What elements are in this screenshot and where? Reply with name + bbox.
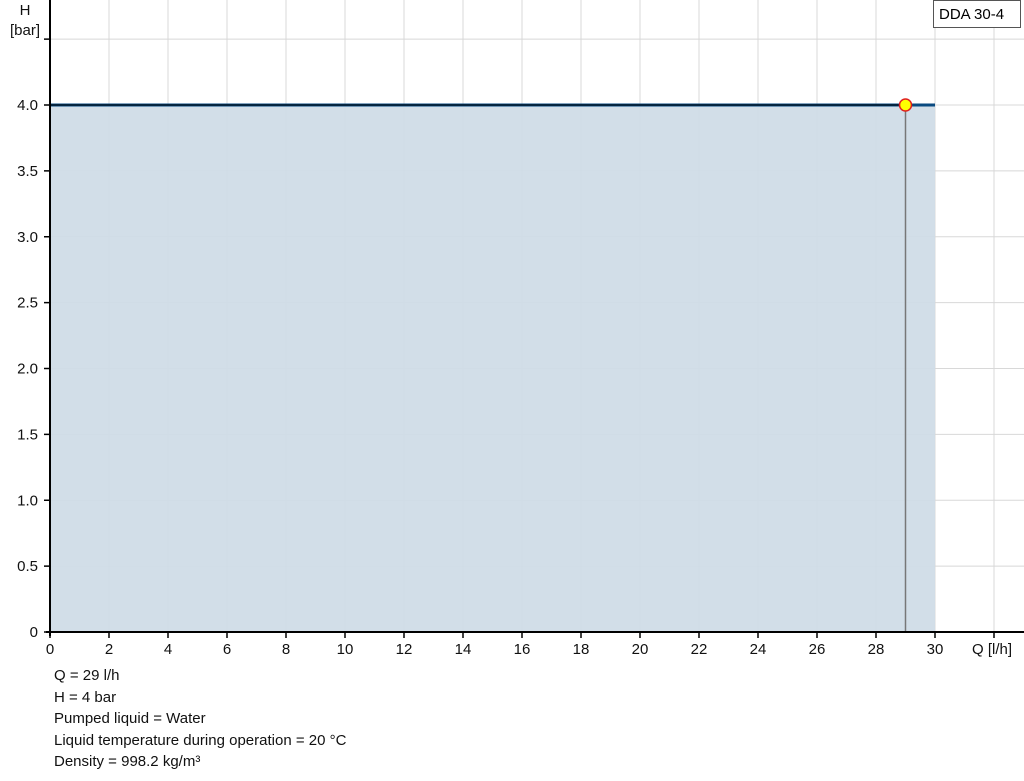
info-head: H = 4 bar (54, 688, 117, 706)
legend-box: DDA 30-4 (933, 0, 1021, 28)
info-flow: Q = 29 l/h (54, 667, 120, 684)
x-tick-label: 0 (46, 641, 54, 658)
legend-label: DDA 30-4 (939, 6, 1005, 23)
x-tick-label: 12 (396, 641, 413, 658)
x-tick-label: 26 (809, 641, 826, 658)
info-temperature: Liquid temperature during operation = 20… (54, 731, 347, 749)
x-tick-label: 16 (514, 641, 531, 658)
y-tick-label: 1.0 (17, 492, 38, 509)
y-tick-label: 2.5 (17, 295, 38, 312)
info-density: Density = 998.2 kg/m³ (54, 753, 201, 770)
x-tick-label: 14 (455, 641, 472, 658)
x-tick-label: 28 (868, 641, 885, 658)
x-tick-label: 6 (223, 641, 231, 658)
x-tick-label: 30 (927, 641, 944, 658)
x-axis-label: Q [l/h] (972, 641, 1012, 658)
x-tick-label: 22 (691, 641, 708, 658)
x-tick-label: 24 (750, 641, 767, 658)
x-tick-label: 4 (164, 641, 172, 658)
x-tick-label: 18 (573, 641, 590, 658)
y-tick-label: 1.5 (17, 426, 38, 443)
y-axis-unit: [bar] (10, 22, 40, 39)
y-tick-label: 3.5 (17, 163, 38, 180)
y-tick-label: 2.0 (17, 361, 38, 378)
x-tick-label: 8 (282, 641, 290, 658)
y-tick-label: 0.5 (17, 558, 38, 575)
y-tick-label: 3.0 (17, 229, 38, 246)
y-tick-label: 0 (30, 624, 38, 641)
operating-info: Q = 29 l/h H = 4 bar Pumped liquid = Wat… (54, 665, 346, 773)
x-tick-label: 2 (105, 641, 113, 658)
info-liquid: Pumped liquid = Water (54, 710, 206, 727)
y-tick-label: 4.0 (17, 97, 38, 114)
y-axis-label: H (20, 2, 31, 19)
x-tick-label: 20 (632, 641, 649, 658)
x-tick-label: 10 (337, 641, 354, 658)
operating-point (898, 98, 913, 112)
curve-area (50, 105, 935, 632)
